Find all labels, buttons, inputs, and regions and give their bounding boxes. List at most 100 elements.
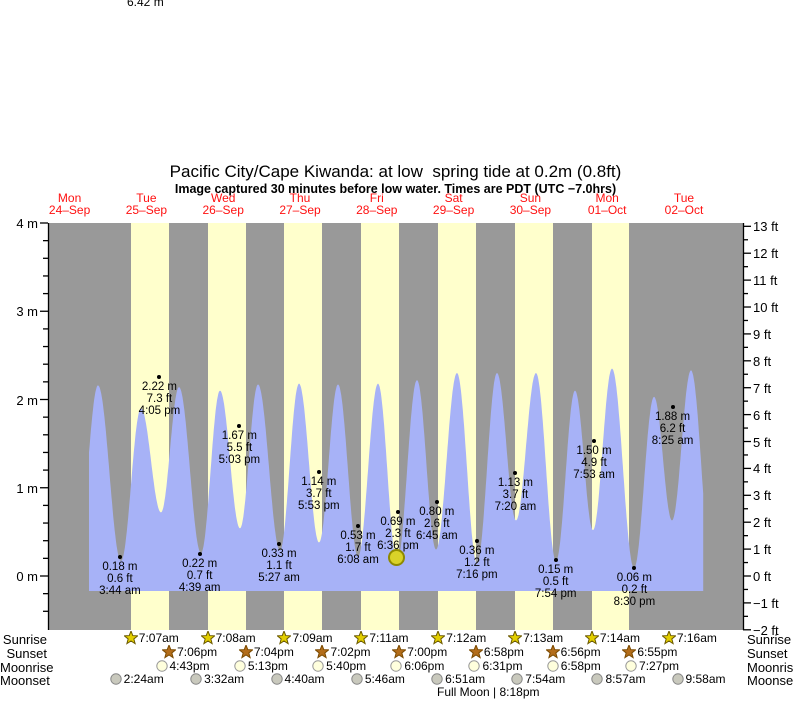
sunset-time: 6:56pm xyxy=(560,645,601,659)
moonrise-time: 6:06pm xyxy=(404,658,445,673)
moonrise-moon-icon xyxy=(547,659,559,672)
tide-height-m: 0.18 m xyxy=(102,561,138,574)
day-of-week-label: Fri xyxy=(369,191,384,205)
moonrise-moon-icon xyxy=(234,659,246,672)
moonset-moon-icon xyxy=(431,673,443,685)
moonrise-moon-icon xyxy=(468,659,481,672)
tide-height-m: 1.14 m xyxy=(301,476,337,489)
moonset-moon-icon xyxy=(190,673,202,685)
left-axis-tick-label: 1 m xyxy=(16,480,38,496)
moonrise-time: 6:58pm xyxy=(560,658,601,673)
moonset-moon-icon xyxy=(671,673,684,685)
sunrise-star-icon xyxy=(123,631,138,645)
tide-height-m: 0.06 m xyxy=(616,571,652,584)
right-axis-tick-label: 12 ft xyxy=(753,246,779,262)
tide-annotation: 0.33 m 1.1 ft 5:27 am xyxy=(234,548,324,584)
sunrise-star-icon xyxy=(354,631,369,645)
moonrise-moon-icon xyxy=(155,659,168,672)
astro-row-label-right: Sunset xyxy=(747,646,788,661)
moonrise-moon-icon xyxy=(312,659,324,672)
left-axis-tick-label: 2 m xyxy=(16,392,38,408)
tide-time: 3:44 am xyxy=(99,585,141,598)
sunset-star-icon xyxy=(392,645,407,659)
tide-curve-area xyxy=(89,368,704,591)
tide-extreme-dot xyxy=(553,557,558,562)
moonset-time: 8:57am xyxy=(605,672,646,686)
moonset-moon-icon xyxy=(109,673,122,685)
right-axis-tick-label: 5 ft xyxy=(753,434,772,450)
tide-height-ft: 2.6 ft xyxy=(424,518,450,531)
sunrise-star-icon xyxy=(661,631,676,645)
sunrise-star-icon xyxy=(431,631,446,645)
tide-annotation: 1.88 m 6.2 ft 8:25 am xyxy=(628,411,718,447)
tide-extreme-dot xyxy=(592,438,597,443)
tide-height-ft: 4.9 ft xyxy=(581,456,607,469)
tide-time: 6:36 pm xyxy=(377,540,419,553)
tide-annotation: 1.67 m 5.5 ft 5:03 pm xyxy=(194,430,284,466)
tide-extreme-dot xyxy=(316,470,321,475)
sunrise-star-icon xyxy=(584,631,599,645)
tide-extreme-dot xyxy=(670,405,675,410)
moonset-marker: 6:51am xyxy=(430,672,485,686)
moonset-time: 7:54am xyxy=(525,672,566,686)
moonset-marker: 4:40am xyxy=(270,672,325,686)
day-label: Tue 25–Sep xyxy=(108,192,184,216)
moonrise-moon-icon xyxy=(390,659,403,672)
tide-annotation: 2.22 m 7.3 ft 4:05 pm xyxy=(114,381,204,417)
moonset-moon-icon xyxy=(591,673,604,685)
astro-row-label-right: Sunrise xyxy=(747,632,792,647)
day-date-label: 30–Sep xyxy=(509,203,552,217)
sunrise-star-icon xyxy=(277,631,292,645)
moonset-moon-icon xyxy=(671,673,684,685)
sunset-star-icon xyxy=(392,645,407,659)
tide-height-m: 0.53 m xyxy=(340,530,376,543)
tide-time: 4:05 pm xyxy=(138,405,181,418)
sunrise-marker: 7:09am xyxy=(277,631,333,645)
day-date-label: 02–Oct xyxy=(664,203,704,217)
moonset-time: 5:46am xyxy=(364,672,405,686)
astro-row-label-left: Sunrise xyxy=(2,632,47,647)
day-of-week-label: Tue xyxy=(136,191,157,205)
sunrise-marker: 7:12am xyxy=(431,631,486,645)
sunrise-time: 7:09am xyxy=(292,631,333,645)
moonset-moon-icon xyxy=(351,673,363,685)
day-of-week-label: Thu xyxy=(289,191,311,205)
tide-annotation: 0.18 m 0.6 ft 3:44 am xyxy=(75,561,165,597)
sunrise-star-icon xyxy=(508,631,523,645)
tide-time: 5:27 am xyxy=(258,571,300,584)
tide-height-ft: 1.1 ft xyxy=(266,559,292,572)
right-axis-tick-label: 7 ft xyxy=(753,380,772,396)
tide-height-ft: 2.3 ft xyxy=(385,528,411,541)
tide-annotation: 0.80 m 2.6 ft 6:45 am xyxy=(392,506,482,542)
sunrise-marker: 7:13am xyxy=(508,631,563,645)
sunrise-time: 7:11am xyxy=(369,631,409,645)
tide-annotation: 1.13 m 3.7 ft 7:20 am xyxy=(470,477,560,513)
tide-annotation: 0.22 m 0.7 ft 4:39 am xyxy=(155,558,245,594)
tide-time: 8:30 pm xyxy=(613,595,656,608)
moonrise-moon-icon xyxy=(390,659,403,672)
moonrise-time: 5:13pm xyxy=(247,658,288,673)
tide-height-m: 1.50 m xyxy=(576,444,612,457)
tide-time: 8:25 am xyxy=(651,435,694,448)
tide-extreme-dot xyxy=(395,510,400,515)
day-label: Thu 27–Sep xyxy=(262,192,338,216)
sunset-time: 7:04pm xyxy=(253,645,294,659)
moonset-marker: 9:58am xyxy=(671,672,726,686)
moonrise-moon-icon xyxy=(625,659,637,672)
sunset-time: 6:55pm xyxy=(637,645,678,659)
tide-time: 7:20 am xyxy=(494,501,537,514)
tide-extreme-dot xyxy=(474,539,479,544)
tide-height-m: 0.69 m xyxy=(380,516,416,529)
sunrise-star-icon xyxy=(277,631,292,645)
tide-annotation: 0.53 m 1.7 ft 6:08 am xyxy=(313,530,403,566)
day-label: Mon 24–Sep xyxy=(32,192,108,216)
moonset-moon-icon xyxy=(511,673,523,685)
tide-height-ft: 0.6 ft xyxy=(107,573,133,586)
moonrise-marker: 5:40pm xyxy=(311,659,366,673)
tide-time: 6:08 am xyxy=(337,554,379,567)
day-of-week-label: Wed xyxy=(210,191,236,205)
day-of-week-label: Tue xyxy=(673,191,695,205)
current-time-marker xyxy=(388,549,406,567)
sunrise-star-icon xyxy=(508,631,523,645)
